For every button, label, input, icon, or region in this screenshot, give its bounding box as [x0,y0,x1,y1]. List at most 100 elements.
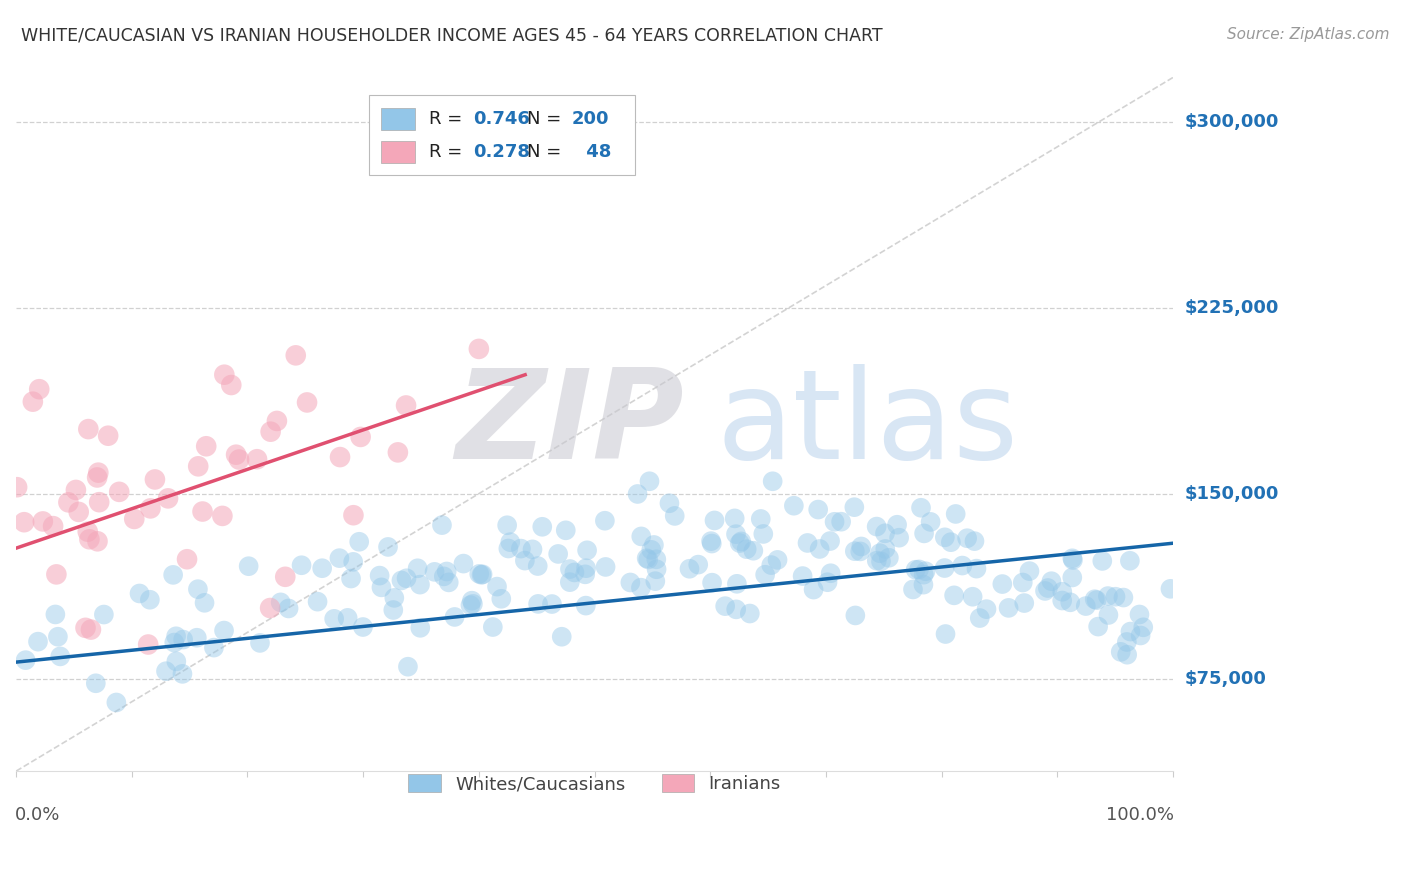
Point [1159,582,1181,596]
Point [714,599,737,614]
Point [997,600,1019,615]
Point [678,562,700,576]
Point [437,575,460,590]
Point [470,567,492,582]
Point [643,538,665,552]
Point [934,530,956,544]
Point [491,591,513,606]
Point [87,466,110,480]
Text: 0.0%: 0.0% [15,805,60,824]
Point [387,445,409,459]
Point [541,597,564,611]
Point [139,592,162,607]
Point [274,570,297,584]
Point [558,562,581,576]
Point [461,597,484,611]
Point [792,569,814,583]
Point [761,558,783,573]
Point [943,588,966,602]
Point [752,527,775,541]
Point [323,612,346,626]
Point [844,608,866,623]
Point [212,624,235,638]
Point [202,640,225,655]
Point [1091,554,1114,568]
Point [284,348,307,362]
Point [808,541,831,556]
Point [97,428,120,442]
Point [869,546,891,560]
Point [76,524,98,539]
Point [395,399,418,413]
Point [1059,595,1081,609]
Point [531,520,554,534]
Point [700,536,723,550]
Point [486,580,509,594]
Point [966,561,988,575]
Point [468,566,491,581]
Text: atlas: atlas [716,364,1018,484]
Point [1062,570,1084,584]
Point [461,593,484,607]
Text: N =: N = [527,110,568,128]
Point [396,659,419,673]
Point [44,607,66,622]
Point [1084,592,1107,607]
Point [730,534,752,549]
Point [187,582,209,596]
Point [219,378,242,392]
Point [14,653,37,667]
Point [700,575,723,590]
Point [329,450,352,464]
Legend: Whites/Caucasians, Iranians: Whites/Caucasians, Iranians [401,766,787,800]
Point [851,540,873,554]
Point [430,518,453,533]
Point [143,473,166,487]
Point [645,552,668,566]
Text: WHITE/CAUCASIAN VS IRANIAN HOUSEHOLDER INCOME AGES 45 - 64 YEARS CORRELATION CHA: WHITE/CAUCASIAN VS IRANIAN HOUSEHOLDER I… [21,27,883,45]
Point [844,544,866,558]
Point [340,572,363,586]
Point [86,470,108,484]
Point [295,395,318,409]
Point [347,534,370,549]
Point [912,577,935,591]
Point [939,535,962,549]
Point [1062,553,1084,567]
Point [875,541,897,556]
Point [645,562,668,576]
Point [311,561,333,575]
Point [370,580,392,594]
Point [328,551,350,566]
Point [136,638,159,652]
Text: R =: R = [429,110,468,128]
Point [1097,589,1119,603]
Point [725,576,748,591]
Point [193,596,215,610]
Text: 48: 48 [579,143,610,161]
Point [342,555,364,569]
Point [93,607,115,622]
FancyBboxPatch shape [381,108,415,130]
Text: ZIP: ZIP [456,364,685,484]
Point [889,531,911,545]
Point [368,568,391,582]
Point [688,558,710,572]
Point [742,543,765,558]
Point [962,590,984,604]
Point [963,534,986,549]
Point [783,499,806,513]
Point [211,508,233,523]
Point [436,565,458,579]
Point [934,561,956,575]
Point [249,636,271,650]
Point [482,620,505,634]
Point [406,561,429,575]
Point [186,631,208,645]
Point [349,430,371,444]
Point [969,611,991,625]
Point [866,554,889,568]
Point [619,575,641,590]
Point [1050,593,1073,607]
Point [844,500,866,515]
